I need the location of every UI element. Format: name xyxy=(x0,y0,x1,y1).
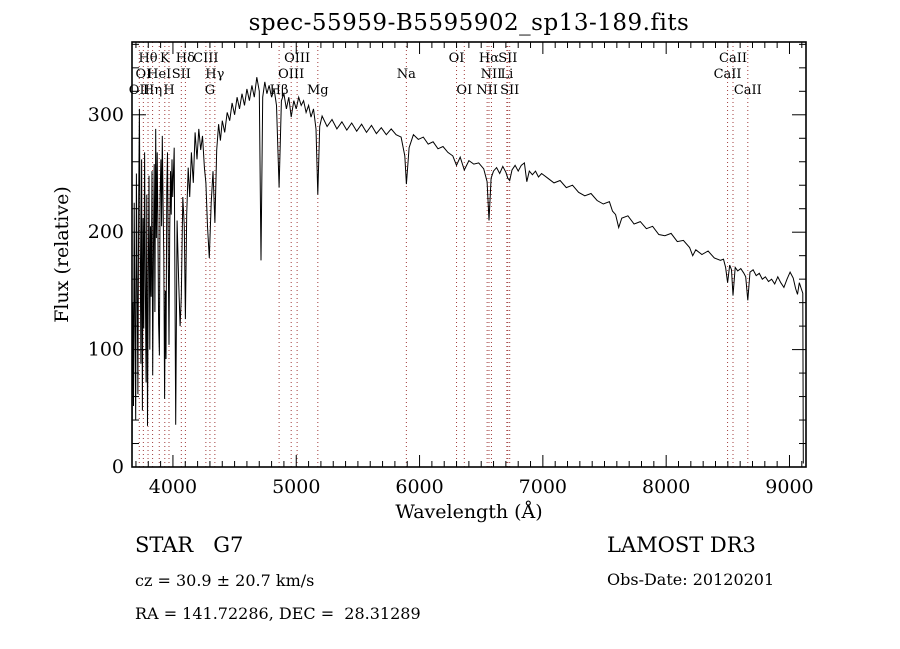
spectral-line-label: G xyxy=(205,83,215,98)
spectral-line-label: Li xyxy=(500,67,513,82)
x-tick-labels: 4000 5000 6000 7000 8000 9000 xyxy=(149,476,814,498)
spectral-line-label: SII xyxy=(500,83,519,98)
spectral-line-label: CaII xyxy=(719,51,747,66)
survey-release-text: LAMOST DR3 xyxy=(607,533,756,557)
y-axis-label: Flux (relative) xyxy=(51,186,73,323)
spectral-line-label: OI xyxy=(449,51,465,66)
y-tick-label: 300 xyxy=(88,104,124,126)
plot-title: spec-55959-B5595902_sp13-189.fits xyxy=(248,10,690,36)
spectral-line-label: Hθ xyxy=(138,51,157,66)
spectral-line-label: Hη xyxy=(143,83,162,98)
y-tick-label: 200 xyxy=(88,221,124,243)
spectral-line-label: Hβ xyxy=(270,83,289,98)
x-tick-label: 8000 xyxy=(642,476,690,498)
spectral-line-label: HeI xyxy=(147,67,171,82)
x-tick-label: 5000 xyxy=(272,476,320,498)
x-tick-label: 4000 xyxy=(149,476,197,498)
object-class-text: STAR G7 xyxy=(135,533,244,557)
y-tick-label: 100 xyxy=(88,339,124,361)
spectral-line-label: Hγ xyxy=(205,67,224,82)
spectral-line-label: OIII xyxy=(284,51,310,66)
y-tick-labels: 0 100 200 300 xyxy=(88,104,124,478)
y-tick-label: 0 xyxy=(112,456,124,478)
x-tick-label: 9000 xyxy=(765,476,813,498)
spectral-line-label: H xyxy=(163,83,174,98)
cz-velocity-text: cz = 30.9 ± 20.7 km/s xyxy=(135,571,315,590)
x-tick-label: 6000 xyxy=(395,476,443,498)
spectral-line-labels: OIIOIHθHηHeIKHSIIHδCIIIGHγHβOIIIOIIIMgNa… xyxy=(129,51,762,98)
spectral-line-label: OI xyxy=(135,67,151,82)
spectral-line-label: CIII xyxy=(193,51,218,66)
x-axis-label: Wavelength (Å) xyxy=(395,501,542,523)
spectral-line-markers xyxy=(138,42,749,467)
spectrum-trace xyxy=(131,77,804,465)
spectral-line-label: OI xyxy=(456,83,472,98)
ra-dec-text: RA = 141.72286, DEC = 28.31289 xyxy=(135,604,421,623)
obs-date-text: Obs-Date: 20120201 xyxy=(607,570,775,589)
spectral-line-label: K xyxy=(160,51,170,66)
spectral-line-label: Hδ xyxy=(176,51,195,66)
spectral-line-label: Mg xyxy=(307,83,329,98)
axis-ticks xyxy=(132,42,806,468)
x-tick-label: 7000 xyxy=(519,476,567,498)
spectral-line-label: CaII xyxy=(714,67,742,82)
spectral-line-label: CaII xyxy=(734,83,762,98)
spectral-line-label: NII xyxy=(481,67,503,82)
spectral-line-label: Na xyxy=(397,67,416,82)
spectral-line-label: SII xyxy=(498,51,517,66)
spectral-line-label: OII xyxy=(129,83,150,98)
spectral-line-label: Hα xyxy=(479,51,499,66)
spectral-line-label: OIII xyxy=(278,67,304,82)
spectral-line-label: SII xyxy=(172,67,191,82)
spectral-line-label: NII xyxy=(476,83,498,98)
